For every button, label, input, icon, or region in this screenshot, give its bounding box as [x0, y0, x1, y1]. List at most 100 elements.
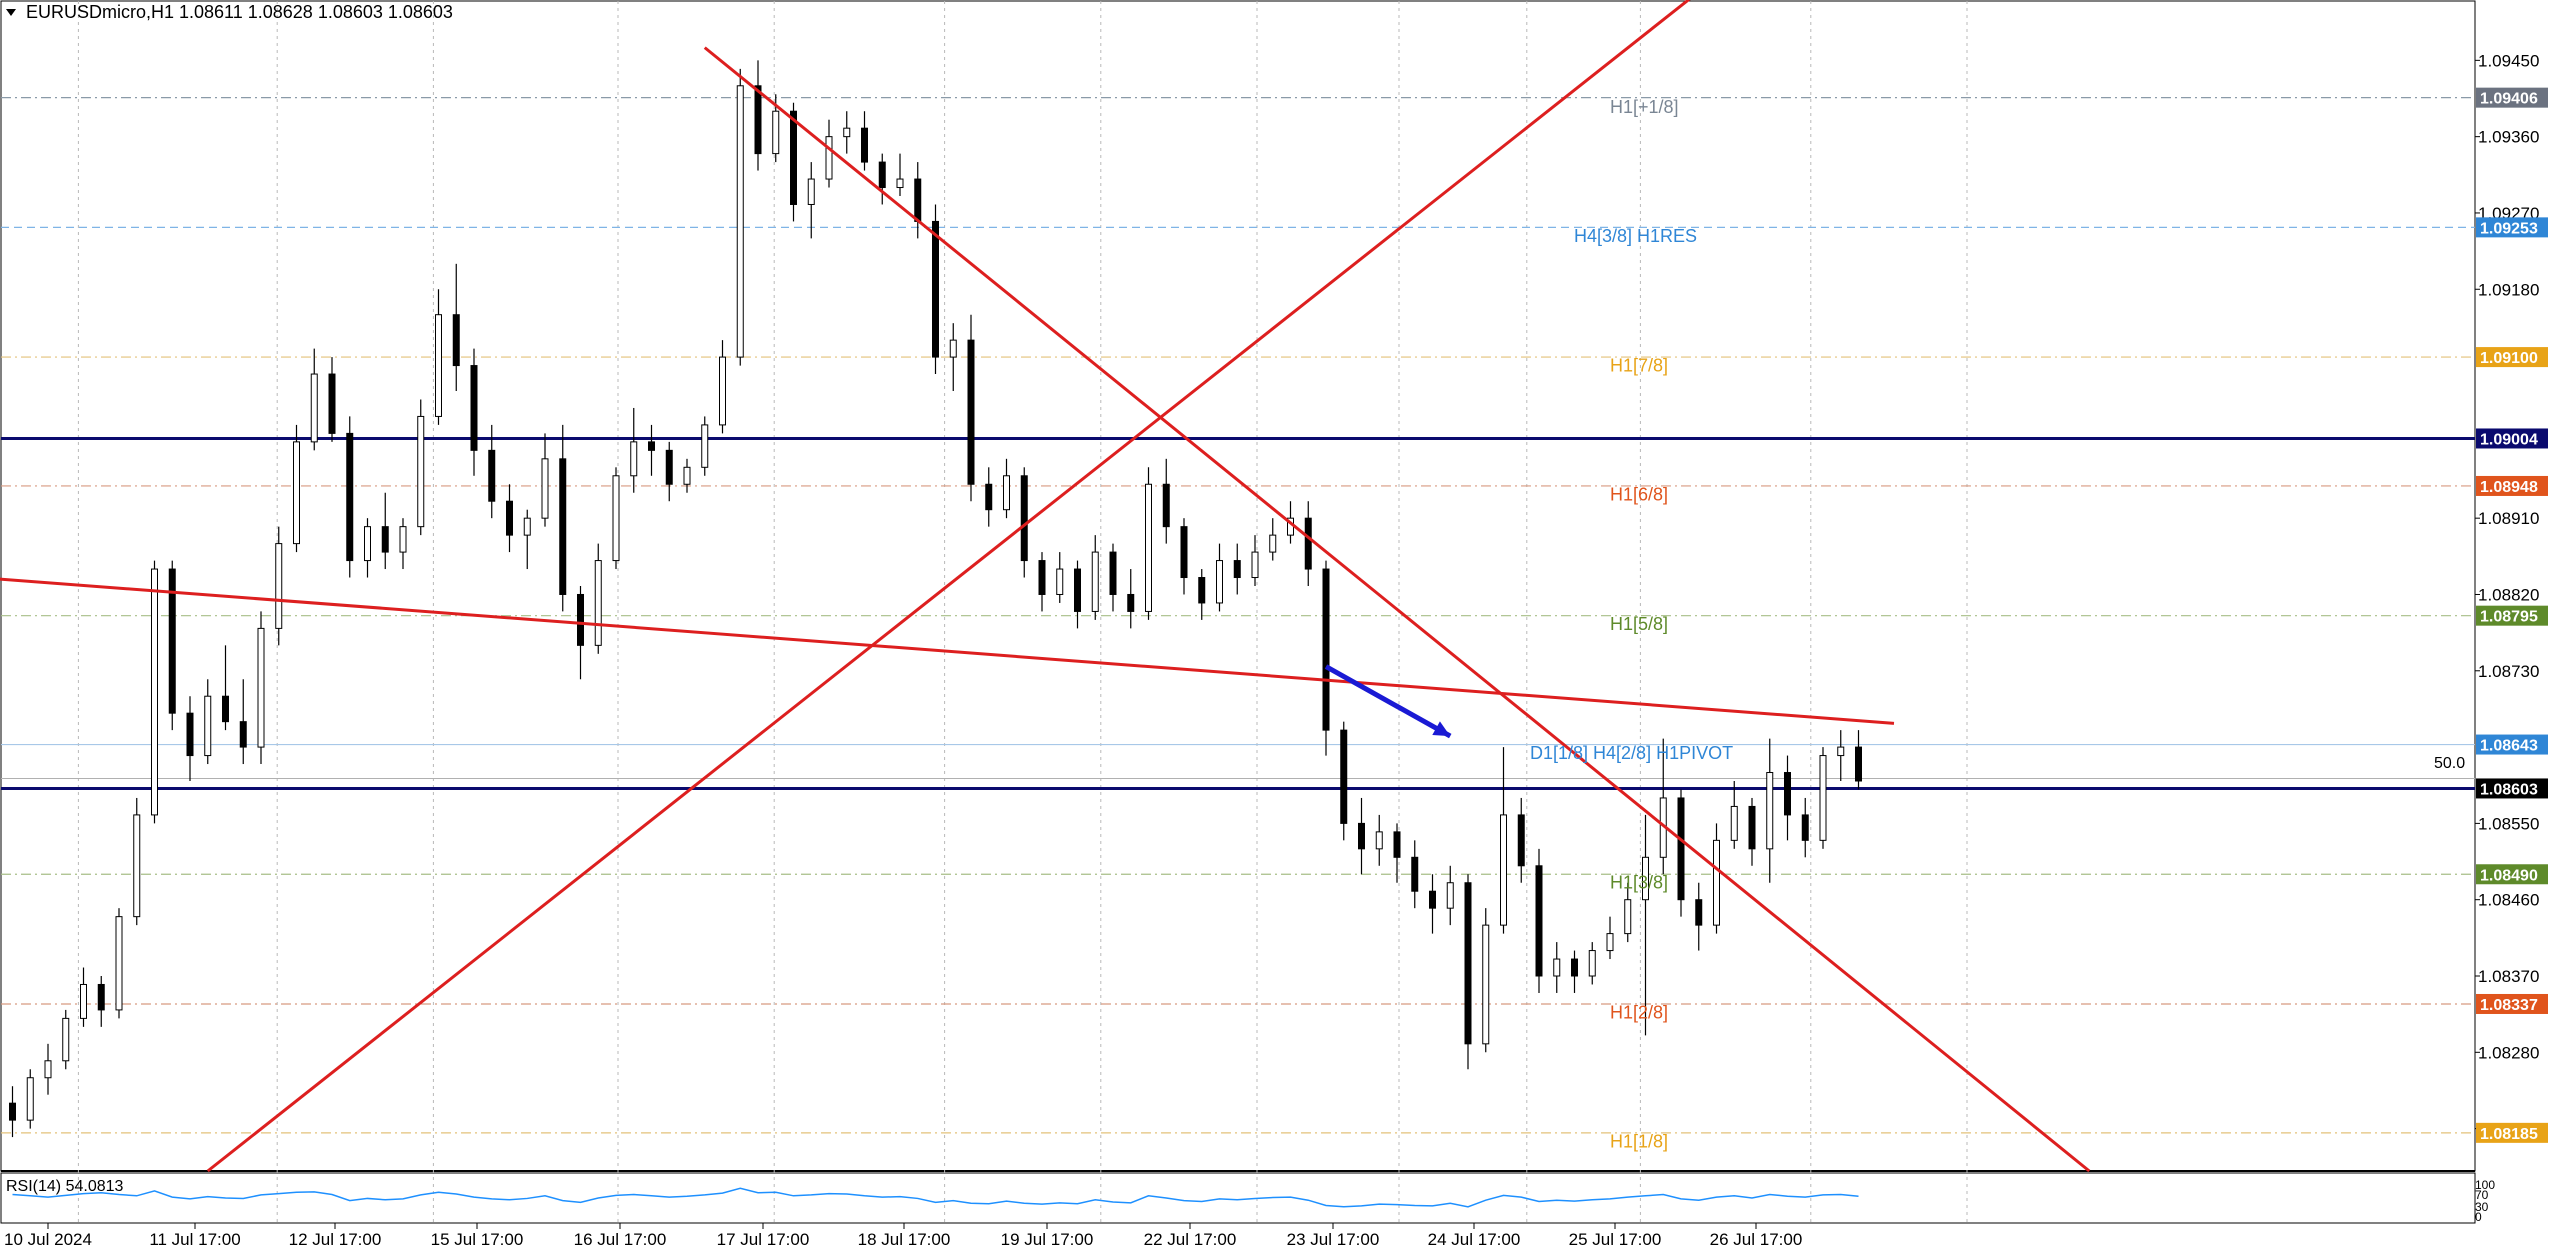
level-label-2: H4[3/8] H1RES: [1574, 226, 1697, 246]
y-tick-label-0: 1.09450: [2478, 51, 2539, 70]
candle-body-50: [896, 178, 904, 189]
y-tick-label-5: 1.08820: [2478, 585, 2539, 604]
x-tick-label-4: 16 Jul 17:00: [574, 1230, 667, 1249]
candle-body-30: [541, 458, 549, 519]
price-badge-9: [2476, 1122, 2548, 1143]
candle-body-98: [1748, 805, 1756, 850]
candle-body-102: [1819, 755, 1827, 841]
candle-body-52: [932, 220, 939, 358]
candle-body-21: [381, 526, 389, 553]
x-tick-label-5: 17 Jul 17:00: [717, 1230, 810, 1249]
candle-body-61: [1091, 551, 1099, 612]
candle-body-24: [435, 314, 442, 417]
x-tick-label-12: 26 Jul 17:00: [1710, 1230, 1803, 1249]
candle-body-36: [648, 441, 655, 451]
x-tick-label-10: 24 Jul 17:00: [1428, 1230, 1521, 1249]
candle-body-62: [1109, 551, 1117, 595]
price-badge-label-5: 1.08795: [2480, 609, 2538, 626]
candle-body-33: [594, 560, 602, 646]
candle-body-59: [1056, 568, 1064, 595]
candle-body-99: [1766, 772, 1774, 850]
trendline-2[interactable]: [703, 46, 2091, 1173]
x-tick-label-2: 12 Jul 17:00: [289, 1230, 382, 1249]
candle-body-91: [1624, 899, 1632, 935]
candle-body-22: [399, 526, 407, 553]
candle-body-16: [293, 441, 300, 545]
candle-body-68: [1216, 560, 1223, 604]
price-badge-0: [2476, 87, 2548, 108]
candle-body-100: [1784, 772, 1791, 816]
candle-body-12: [222, 695, 229, 723]
candle-body-69: [1233, 560, 1241, 579]
rsi-pane-frame: [0, 1172, 2476, 1224]
candle-body-7: [133, 814, 141, 918]
price-badge-5: [2476, 605, 2548, 626]
candle-body-67: [1198, 577, 1206, 604]
price-badge-label-9: 1.08185: [2480, 1126, 2538, 1143]
candle-body-28: [506, 500, 513, 536]
current-price-label: 1.08603: [2480, 781, 2538, 798]
price-badge-label-1: 1.09253: [2480, 220, 2538, 237]
rsi-scale-100: 100: [2475, 1178, 2495, 1192]
candle-body-43: [772, 110, 780, 155]
candle-body-1: [26, 1077, 34, 1121]
candle-body-74: [1322, 568, 1330, 731]
level-label-6: D1[1/8] H4[2/8] H1PIVOT: [1530, 743, 1733, 763]
candle-body-20: [364, 526, 371, 562]
candle-body-31: [559, 458, 567, 595]
price-badge-label-4: 1.08948: [2480, 479, 2538, 496]
x-tick-label-0: 10 Jul 2024: [4, 1230, 92, 1249]
candle-body-65: [1162, 483, 1170, 528]
candle-body-9: [168, 568, 176, 714]
candle-body-77: [1375, 831, 1383, 850]
candle-body-3: [62, 1017, 70, 1062]
x-tick-label-7: 19 Jul 17:00: [1001, 1230, 1094, 1249]
level-label-4: H1[6/8]: [1610, 484, 1668, 504]
candle-body-6: [115, 916, 123, 1011]
candle-body-58: [1038, 560, 1046, 595]
x-tick-label-3: 15 Jul 17:00: [431, 1230, 524, 1249]
candle-body-64: [1145, 483, 1152, 612]
trendline-0[interactable]: [0, 573, 1895, 725]
candle-body-27: [488, 449, 496, 502]
candle-body-5: [97, 983, 105, 1011]
price-badge-2: [2476, 347, 2548, 368]
candle-body-35: [630, 441, 638, 477]
price-badge-label-6: 1.08643: [2480, 738, 2538, 755]
y-tick-label-6: 1.08730: [2478, 662, 2539, 681]
y-tick-label-10: 1.08280: [2478, 1043, 2539, 1062]
time-axis[interactable]: 10 Jul 2024 11 Jul 17:00 12 Jul 17:00 15 Ju…: [4, 1223, 1802, 1249]
price-badge-8: [2476, 993, 2548, 1014]
candle-body-95: [1695, 899, 1703, 926]
level-label-7: H1[3/8]: [1610, 873, 1668, 893]
candle-body-11: [204, 695, 212, 757]
candle-body-76: [1358, 822, 1365, 850]
price-axis[interactable]: 1.094501.093601.092701.091801.089101.088…: [2475, 51, 2548, 1143]
candle-body-26: [470, 365, 478, 451]
candle-body-73: [1304, 517, 1312, 570]
level-label-5: H1[5/8]: [1610, 614, 1668, 634]
price-badge-1: [2476, 217, 2548, 238]
trendline-1[interactable]: [206, 0, 1859, 1173]
candle-body-13: [239, 721, 247, 748]
candle-body-71: [1269, 534, 1277, 553]
candle-body-53: [949, 339, 957, 358]
candle-body-94: [1677, 797, 1685, 901]
main-plot-frame: [0, 0, 2476, 1172]
candle-body-15: [275, 543, 283, 629]
candle-body-47: [843, 127, 851, 138]
price-badge-3: [2476, 428, 2548, 449]
price-badge-4: [2476, 475, 2548, 496]
candle-body-103: [1837, 746, 1845, 757]
candle-body-89: [1588, 950, 1596, 977]
blue-arrow[interactable]: [1324, 664, 1452, 739]
candle-body-8: [151, 568, 158, 816]
menu-triangle-icon[interactable]: [6, 9, 16, 16]
candle-body-104: [1855, 746, 1862, 782]
level-label-3: H1[7/8]: [1610, 356, 1668, 376]
candle-body-40: [719, 356, 726, 426]
y-tick-label-3: 1.09180: [2478, 280, 2539, 299]
price-badge-label-2: 1.09100: [2480, 350, 2538, 367]
